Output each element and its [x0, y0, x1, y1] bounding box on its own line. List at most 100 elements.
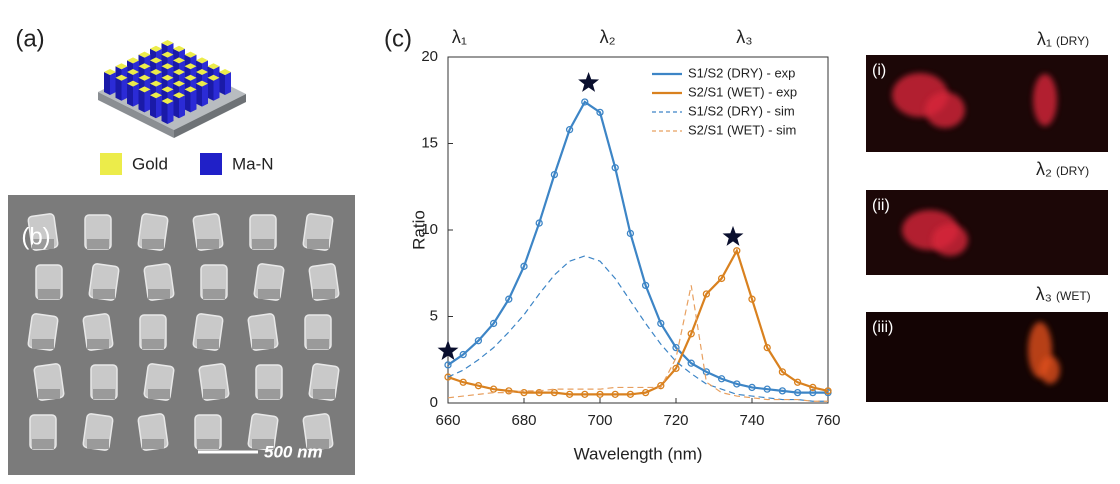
data-point	[824, 387, 832, 395]
data-point	[596, 390, 604, 399]
pillar-top	[161, 51, 174, 58]
image-label: (iii)	[872, 319, 893, 336]
data-point	[733, 380, 741, 388]
data-point	[672, 364, 680, 373]
emission-spot	[925, 92, 965, 128]
data-point	[809, 383, 817, 392]
data-point	[520, 262, 528, 270]
image-lambda: λ₃	[1036, 284, 1052, 304]
image-label: (i)	[872, 62, 886, 79]
image-condition: (DRY)	[1056, 164, 1089, 178]
pillar-rough	[142, 239, 164, 249]
pillar-top	[173, 69, 185, 75]
legend-label: S1/S2 (DRY) - exp	[688, 65, 795, 80]
pillar-top	[150, 92, 162, 99]
pillar-rough	[252, 339, 274, 349]
data-point	[748, 383, 756, 392]
data-point	[611, 164, 619, 172]
substrate-left	[98, 92, 174, 138]
legend-label: Gold	[132, 154, 168, 173]
pillar-top	[161, 98, 174, 104]
data-point	[672, 343, 680, 352]
pillar-rough	[142, 439, 164, 449]
series-line	[447, 255, 828, 402]
data-point	[444, 361, 452, 369]
star-marker	[437, 340, 459, 360]
data-point	[687, 359, 695, 367]
data-point	[611, 390, 619, 399]
data-point	[474, 382, 483, 390]
data-point	[581, 98, 589, 106]
data-point	[763, 343, 771, 352]
pillar-top	[207, 74, 220, 81]
pillar-right	[110, 72, 116, 95]
pillar-top	[138, 63, 151, 70]
pillar-top	[150, 57, 162, 64]
x-tick-label: 660	[435, 412, 460, 429]
chart: 660 680 700 720 740 760 0 5 10 15 20 Wavelength (nm…	[409, 27, 840, 464]
data-point	[535, 219, 543, 227]
x-tick-label: 740	[739, 412, 764, 429]
x-tick-label: 760	[815, 412, 840, 429]
pillar-right	[121, 77, 128, 101]
pillar-right	[144, 89, 151, 113]
data-point	[793, 388, 802, 397]
pillar-rough	[93, 389, 115, 399]
substrate-right	[174, 94, 246, 138]
pillar-rough	[307, 339, 329, 349]
data-point	[763, 385, 771, 393]
pillar-left	[207, 77, 214, 101]
pillar-rough	[313, 389, 335, 399]
pillar-top	[184, 86, 197, 93]
data-point	[809, 388, 817, 397]
star-marker	[578, 71, 600, 92]
data-point	[717, 375, 726, 383]
data-point	[778, 387, 787, 395]
series-line	[447, 100, 828, 394]
data-point	[474, 337, 483, 345]
data-point	[641, 388, 650, 397]
x-tick-label: 700	[587, 412, 612, 429]
y-tick-label: 0	[430, 394, 438, 411]
pillar-rough	[32, 439, 54, 449]
pillar-right	[190, 89, 197, 113]
data-point	[702, 290, 711, 298]
pillar-rough	[93, 289, 115, 299]
pillar-rough	[87, 339, 109, 349]
pillar-top	[173, 45, 185, 52]
data-point	[748, 295, 756, 303]
pillar-left	[115, 77, 122, 101]
image-lambda: λ₂	[1036, 159, 1052, 179]
data-point	[778, 368, 787, 376]
y-axis-label: Ratio	[409, 210, 428, 250]
data-point	[702, 368, 711, 376]
top-label: λ₂	[600, 27, 616, 47]
sem-image	[8, 195, 355, 475]
data-point	[626, 390, 635, 399]
pillar-rough	[307, 439, 329, 449]
top-label: λ₁	[452, 27, 467, 47]
pillar-rough	[32, 339, 54, 349]
pillar-top	[115, 74, 128, 81]
pillar-top	[127, 57, 139, 64]
pillar-top	[196, 57, 208, 64]
legend-label: Ma-N	[232, 154, 274, 173]
x-axis-label: Wavelength (nm)	[574, 444, 703, 463]
pillar-top	[150, 45, 162, 52]
data-point	[717, 274, 726, 283]
data-point	[657, 382, 665, 390]
emission-spot	[1033, 74, 1057, 126]
pillar-top	[127, 69, 139, 75]
pillar-top	[196, 80, 208, 87]
pillar-right	[225, 72, 231, 95]
data-point	[550, 388, 559, 397]
data-point	[459, 350, 467, 359]
pillar-rough	[38, 289, 60, 299]
data-point	[565, 126, 574, 134]
pillar-left	[127, 83, 133, 107]
pillar-rough	[197, 339, 219, 349]
pillar-top	[104, 69, 116, 75]
pillar-top	[150, 69, 162, 75]
pillar-top	[219, 69, 231, 75]
pillar-top	[184, 74, 197, 81]
